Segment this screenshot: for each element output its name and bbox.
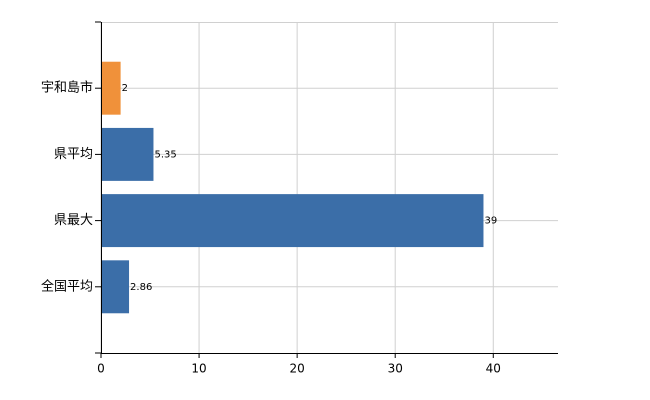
bar [101,194,484,248]
value-label: 2.86 [130,282,152,293]
y-tick-label: 県最大 [54,213,93,228]
x-tick-label: 30 [388,362,403,376]
y-tick-label: 宇和島市 [41,80,93,96]
x-tick-label: 10 [191,362,206,376]
x-tick-label: 20 [289,362,304,376]
y-tick-label: 全国平均 [41,278,93,294]
value-label: 39 [484,216,497,227]
value-label: 5.35 [154,149,176,160]
bar [101,61,121,115]
x-tick-label: 40 [486,362,501,376]
y-tick-label: 県平均 [54,147,93,162]
bar [101,127,154,181]
bar [101,260,130,314]
value-label: 2 [122,83,128,94]
x-tick-label: 0 [97,362,105,376]
